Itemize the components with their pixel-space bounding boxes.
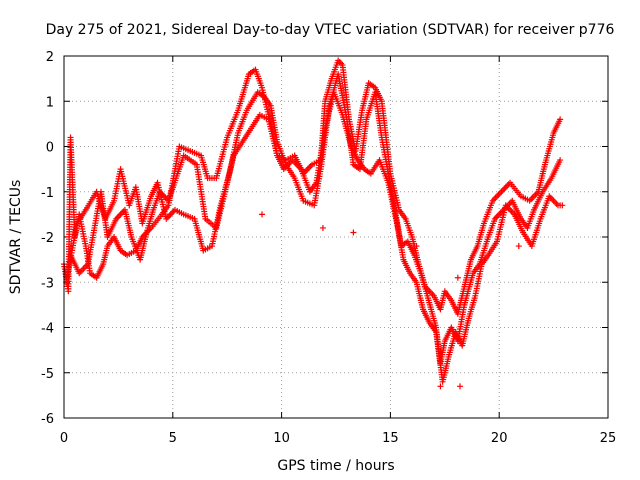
y-axis-label: SDTVAR / TECUs	[8, 180, 24, 295]
data-point	[454, 274, 461, 281]
y-tick-label: 1	[46, 95, 54, 110]
plot-frame	[63, 55, 609, 419]
data-point	[319, 224, 326, 231]
y-tick-label: 0	[46, 141, 54, 156]
data-point	[557, 116, 564, 123]
x-tick-label: 10	[273, 431, 290, 446]
data-point	[350, 229, 357, 236]
chart-title: Day 275 of 2021, Sidereal Day-to-day VTE…	[46, 22, 615, 38]
data-point	[259, 211, 266, 218]
data-point	[437, 383, 444, 390]
x-tick-label: 5	[169, 431, 177, 446]
y-tick-label: -5	[41, 367, 54, 382]
x-axis-label: GPS time / hours	[277, 458, 394, 474]
axis-ticks: 0 5 10 15 20 25 -6 -5 -4 -3 -2 -1 0 1 2	[41, 50, 616, 446]
y-tick-label: 2	[46, 50, 54, 65]
x-tick-label: 0	[60, 431, 68, 446]
x-tick-label: 15	[382, 431, 399, 446]
data-points	[61, 57, 566, 390]
x-tick-label: 20	[491, 431, 508, 446]
x-tick-label: 25	[600, 431, 617, 446]
y-tick-label: -4	[41, 322, 54, 337]
data-point	[457, 383, 464, 390]
y-tick-label: -6	[41, 412, 54, 427]
y-tick-label: -3	[41, 276, 54, 291]
y-tick-label: -2	[41, 231, 54, 246]
y-tick-label: -1	[41, 186, 54, 201]
data-point	[413, 243, 420, 250]
data-point	[557, 157, 564, 164]
data-point	[515, 243, 522, 250]
data-point	[559, 202, 566, 209]
